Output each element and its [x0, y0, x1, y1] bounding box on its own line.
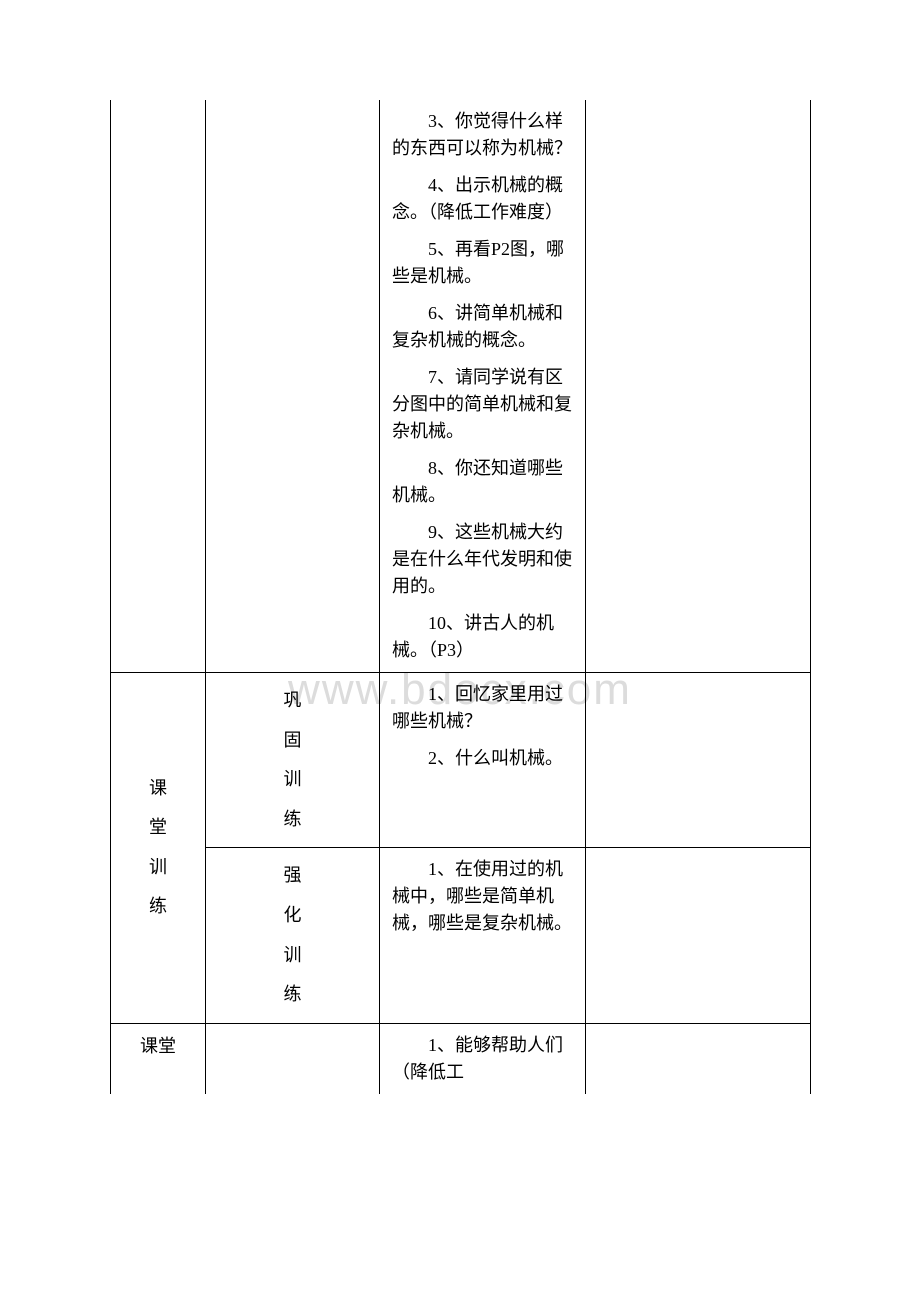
para: 3、你觉得什么样的东西可以称为机械？	[392, 108, 573, 162]
label: 课堂	[140, 1036, 176, 1056]
table-row: 课堂 1、能够帮助人们（降低工	[111, 1023, 811, 1094]
para: 1、能够帮助人们（降低工	[392, 1032, 573, 1086]
para: 7、请同学说有区分图中的简单机械和复杂机械。	[392, 364, 573, 445]
cell-classroom-training: 课 堂 训 练	[111, 673, 206, 1024]
vert-char: 课	[123, 769, 193, 809]
cell-r2c3: 1、回忆家里用过哪些机械？ 2、什么叫机械。	[380, 673, 586, 848]
lesson-plan-table-wrap: 3、你觉得什么样的东西可以称为机械？ 4、出示机械的概念。（降低工作难度） 5、…	[110, 100, 810, 1094]
cell-r1c1	[111, 100, 206, 673]
para: 1、回忆家里用过哪些机械？	[392, 681, 573, 735]
cell-r3c3: 1、在使用过的机械中，哪些是简单机械，哪些是复杂机械。	[380, 848, 586, 1023]
cell-r1c3: 3、你觉得什么样的东西可以称为机械？ 4、出示机械的概念。（降低工作难度） 5、…	[380, 100, 586, 673]
vert-char: 堂	[123, 808, 193, 848]
vert-char: 化	[218, 896, 367, 936]
cell-classroom: 课堂	[111, 1023, 206, 1094]
vert-char: 训	[123, 848, 193, 888]
vert-char: 训	[218, 760, 367, 800]
vert-char: 巩	[218, 681, 367, 721]
para: 1、在使用过的机械中，哪些是简单机械，哪些是复杂机械。	[392, 856, 573, 937]
cell-r3c4	[586, 848, 811, 1023]
vert-char: 练	[218, 975, 367, 1015]
cell-reinforcement-training: 强 化 训 练	[206, 848, 380, 1023]
vert-char: 训	[218, 936, 367, 976]
vert-char: 练	[123, 887, 193, 927]
lesson-plan-table: 3、你觉得什么样的东西可以称为机械？ 4、出示机械的概念。（降低工作难度） 5、…	[110, 100, 811, 1094]
cell-r2c4	[586, 673, 811, 848]
cell-r1c4	[586, 100, 811, 673]
para: 10、讲古人的机械。（P3）	[392, 610, 573, 664]
cell-r1c2	[206, 100, 380, 673]
vert-char: 固	[218, 721, 367, 761]
para: 9、这些机械大约是在什么年代发明和使用的。	[392, 519, 573, 600]
para: 8、你还知道哪些机械。	[392, 455, 573, 509]
vert-char: 练	[218, 800, 367, 840]
cell-r4c2	[206, 1023, 380, 1094]
cell-consolidation-training: 巩 固 训 练	[206, 673, 380, 848]
para: 5、再看P2图，哪些是机械。	[392, 236, 573, 290]
table-row: 强 化 训 练 1、在使用过的机械中，哪些是简单机械，哪些是复杂机械。	[111, 848, 811, 1023]
para: 6、讲简单机械和复杂机械的概念。	[392, 300, 573, 354]
table-row: 3、你觉得什么样的东西可以称为机械？ 4、出示机械的概念。（降低工作难度） 5、…	[111, 100, 811, 673]
para: 2、什么叫机械。	[392, 745, 573, 772]
cell-r4c3: 1、能够帮助人们（降低工	[380, 1023, 586, 1094]
para: 4、出示机械的概念。（降低工作难度）	[392, 172, 573, 226]
cell-r4c4	[586, 1023, 811, 1094]
vert-char: 强	[218, 856, 367, 896]
table-row: 课 堂 训 练 巩 固 训 练 1、回忆家里用过哪些机械？	[111, 673, 811, 848]
